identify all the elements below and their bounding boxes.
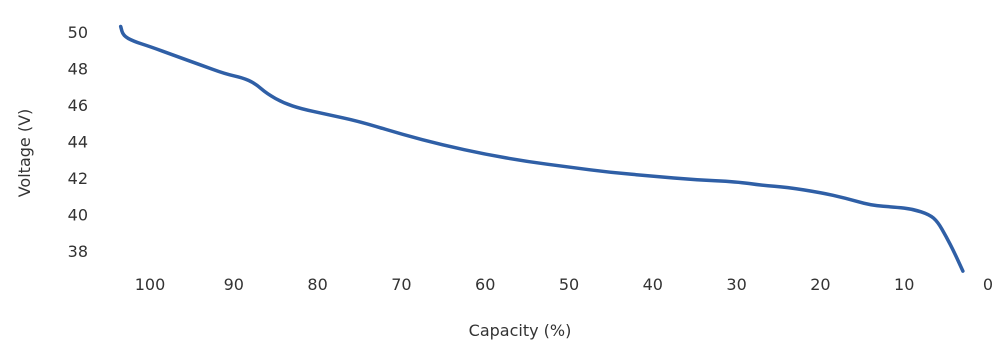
y-tick-label: 44: [68, 133, 88, 152]
x-tick-label: 80: [307, 275, 327, 294]
x-tick-label: 30: [726, 275, 746, 294]
x-tick-label: 100: [135, 275, 166, 294]
x-tick-label: 90: [224, 275, 244, 294]
x-tick-label: 40: [643, 275, 663, 294]
x-tick-label: 50: [559, 275, 579, 294]
x-axis-ticks: 100 90 80 70 60 50 40 30 20 10 0: [135, 275, 993, 294]
x-tick-label: 70: [391, 275, 411, 294]
y-axis-ticks: 38 40 42 44 46 48 50: [68, 23, 88, 261]
voltage-series-line: [118, 24, 965, 273]
x-tick-label: 0: [983, 275, 993, 294]
x-tick-label: 60: [475, 275, 495, 294]
y-tick-label: 50: [68, 23, 88, 42]
y-tick-label: 46: [68, 96, 88, 115]
y-tick-label: 42: [68, 169, 88, 188]
x-axis-title: Capacity (%): [469, 321, 572, 340]
y-tick-label: 38: [68, 242, 88, 261]
y-tick-label: 48: [68, 60, 88, 79]
x-tick-label: 10: [894, 275, 914, 294]
x-tick-label: 20: [810, 275, 830, 294]
y-tick-label: 40: [68, 206, 88, 225]
y-axis-title: Voltage (V): [15, 109, 34, 198]
